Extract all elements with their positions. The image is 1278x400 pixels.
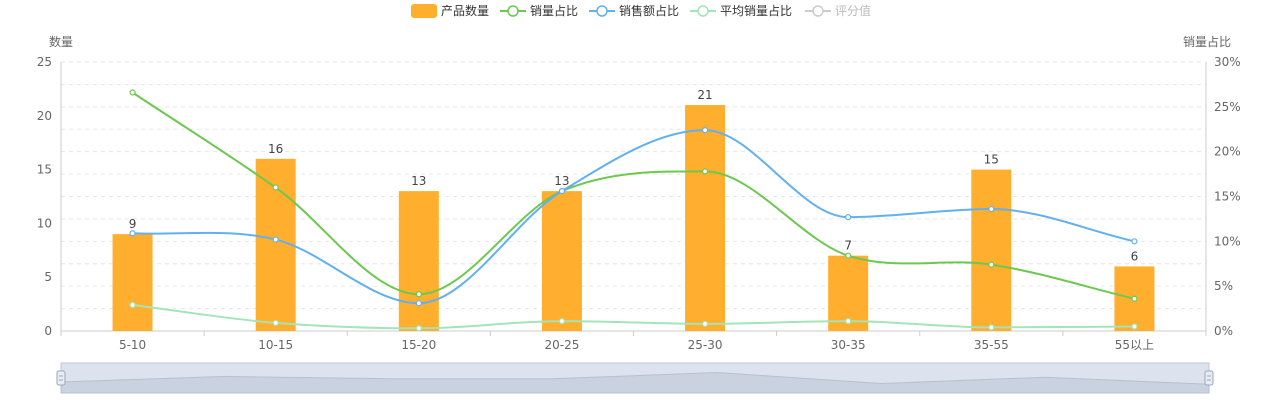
bar-series: 9 16 13 13 21 7 15 6	[112, 88, 1155, 331]
bar-data-label: 16	[268, 142, 283, 156]
series-point[interactable]	[988, 261, 995, 268]
series-point[interactable]	[701, 320, 709, 327]
left-axis-tick-label: 20	[37, 109, 52, 123]
legend-marker-icon	[507, 5, 519, 17]
line-series	[129, 127, 1138, 307]
series-point[interactable]	[845, 318, 852, 325]
bar[interactable]	[541, 191, 582, 331]
series-point[interactable]	[415, 300, 422, 307]
bar-data-label: 21	[697, 88, 712, 102]
series-point[interactable]	[988, 205, 995, 213]
right-axis-tick-label: 30%	[1214, 55, 1241, 69]
bar[interactable]	[685, 105, 726, 331]
grid-lines	[61, 61, 1206, 310]
zoom-handle-right[interactable]	[1204, 370, 1214, 386]
bar[interactable]	[398, 191, 439, 331]
zoom-slider[interactable]	[56, 362, 1214, 394]
left-axis-tick-label: 10	[37, 216, 52, 230]
legend-label: 平均销量占比	[720, 3, 792, 18]
series-point[interactable]	[701, 127, 709, 134]
x-axis-tick-label: 30-35	[831, 338, 866, 352]
x-axis-tick-label: 5-10	[119, 338, 146, 352]
series-line	[132, 304, 1135, 330]
series-point[interactable]	[129, 89, 136, 96]
series-point[interactable]	[272, 319, 279, 327]
legend-bar-swatch	[411, 4, 437, 18]
series-point[interactable]	[1131, 238, 1138, 245]
legend-item[interactable]: 销量占比	[500, 3, 578, 18]
x-axis-tick-label: 25-30	[688, 338, 723, 352]
x-axis-tick-label: 55以上	[1115, 338, 1154, 352]
bar-data-label: 6	[1131, 249, 1139, 263]
series-point[interactable]	[988, 324, 995, 331]
series-point[interactable]	[558, 318, 566, 325]
right-axis-tick-label: 0%	[1214, 324, 1233, 338]
left-axis-tick-label: 5	[44, 270, 52, 284]
left-axis-tick-label: 0	[44, 324, 52, 338]
series-point[interactable]	[845, 214, 852, 221]
legend: 产品数量 销量占比 销售额占比 平均销量占比 评分值	[411, 3, 871, 18]
series-point[interactable]	[1131, 323, 1138, 330]
zoom-handle-grip[interactable]	[1204, 370, 1214, 386]
series-point[interactable]	[558, 188, 566, 195]
legend-label: 销售额占比	[619, 3, 679, 18]
series-point[interactable]	[1131, 295, 1138, 302]
x-axis-tick-label: 35-55	[974, 338, 1009, 352]
legend-item[interactable]: 评分值	[805, 3, 871, 18]
legend-label: 销量占比	[530, 3, 578, 18]
legend-marker-icon	[596, 5, 608, 17]
x-axis-tick-label: 20-25	[545, 338, 580, 352]
left-axis-tick-label: 15	[37, 163, 52, 177]
right-axis-tick-label: 5%	[1214, 279, 1233, 293]
series-point[interactable]	[129, 230, 136, 237]
bar-data-label: 13	[554, 174, 569, 188]
right-axis-tick-label: 15%	[1214, 190, 1241, 204]
zoom-handle-grip[interactable]	[56, 370, 66, 386]
legend-marker-icon	[812, 5, 824, 17]
left-axis-title: 数量	[49, 34, 73, 49]
right-axis-tick-label: 25%	[1214, 100, 1241, 114]
series-point[interactable]	[272, 236, 279, 243]
right-axis-tick-label: 20%	[1214, 145, 1241, 159]
series-point[interactable]	[415, 291, 422, 298]
bar[interactable]	[971, 169, 1012, 331]
series-point[interactable]	[845, 252, 852, 259]
left-axis-tick-label: 25	[37, 55, 52, 69]
series-point[interactable]	[415, 325, 422, 332]
right-axis-title: 销量占比	[1183, 34, 1231, 49]
bar-data-label: 13	[411, 174, 426, 188]
legend-label: 评分值	[835, 3, 871, 18]
right-axis-tick-label: 10%	[1214, 234, 1241, 248]
line-series	[129, 301, 1138, 332]
series-point[interactable]	[272, 184, 279, 191]
series-point[interactable]	[129, 301, 136, 309]
series-line	[132, 91, 1135, 300]
zoom-handle-left[interactable]	[56, 370, 66, 386]
bar-data-label: 15	[984, 153, 999, 167]
legend-item[interactable]: 销售额占比	[589, 3, 679, 18]
legend-label: 产品数量	[441, 3, 489, 18]
x-axis-tick-label: 15-20	[401, 338, 436, 352]
bar-data-label: 9	[129, 217, 137, 231]
x-axis-tick-label: 10-15	[258, 338, 293, 352]
bar[interactable]	[112, 234, 153, 331]
series-line	[132, 129, 1135, 305]
zoom-slider-profile	[60, 371, 1210, 394]
legend-item[interactable]: 产品数量	[411, 3, 489, 18]
bar-data-label: 7	[844, 239, 852, 253]
legend-marker-icon	[697, 5, 709, 17]
series-point[interactable]	[701, 168, 709, 175]
legend-item[interactable]: 平均销量占比	[690, 3, 792, 18]
